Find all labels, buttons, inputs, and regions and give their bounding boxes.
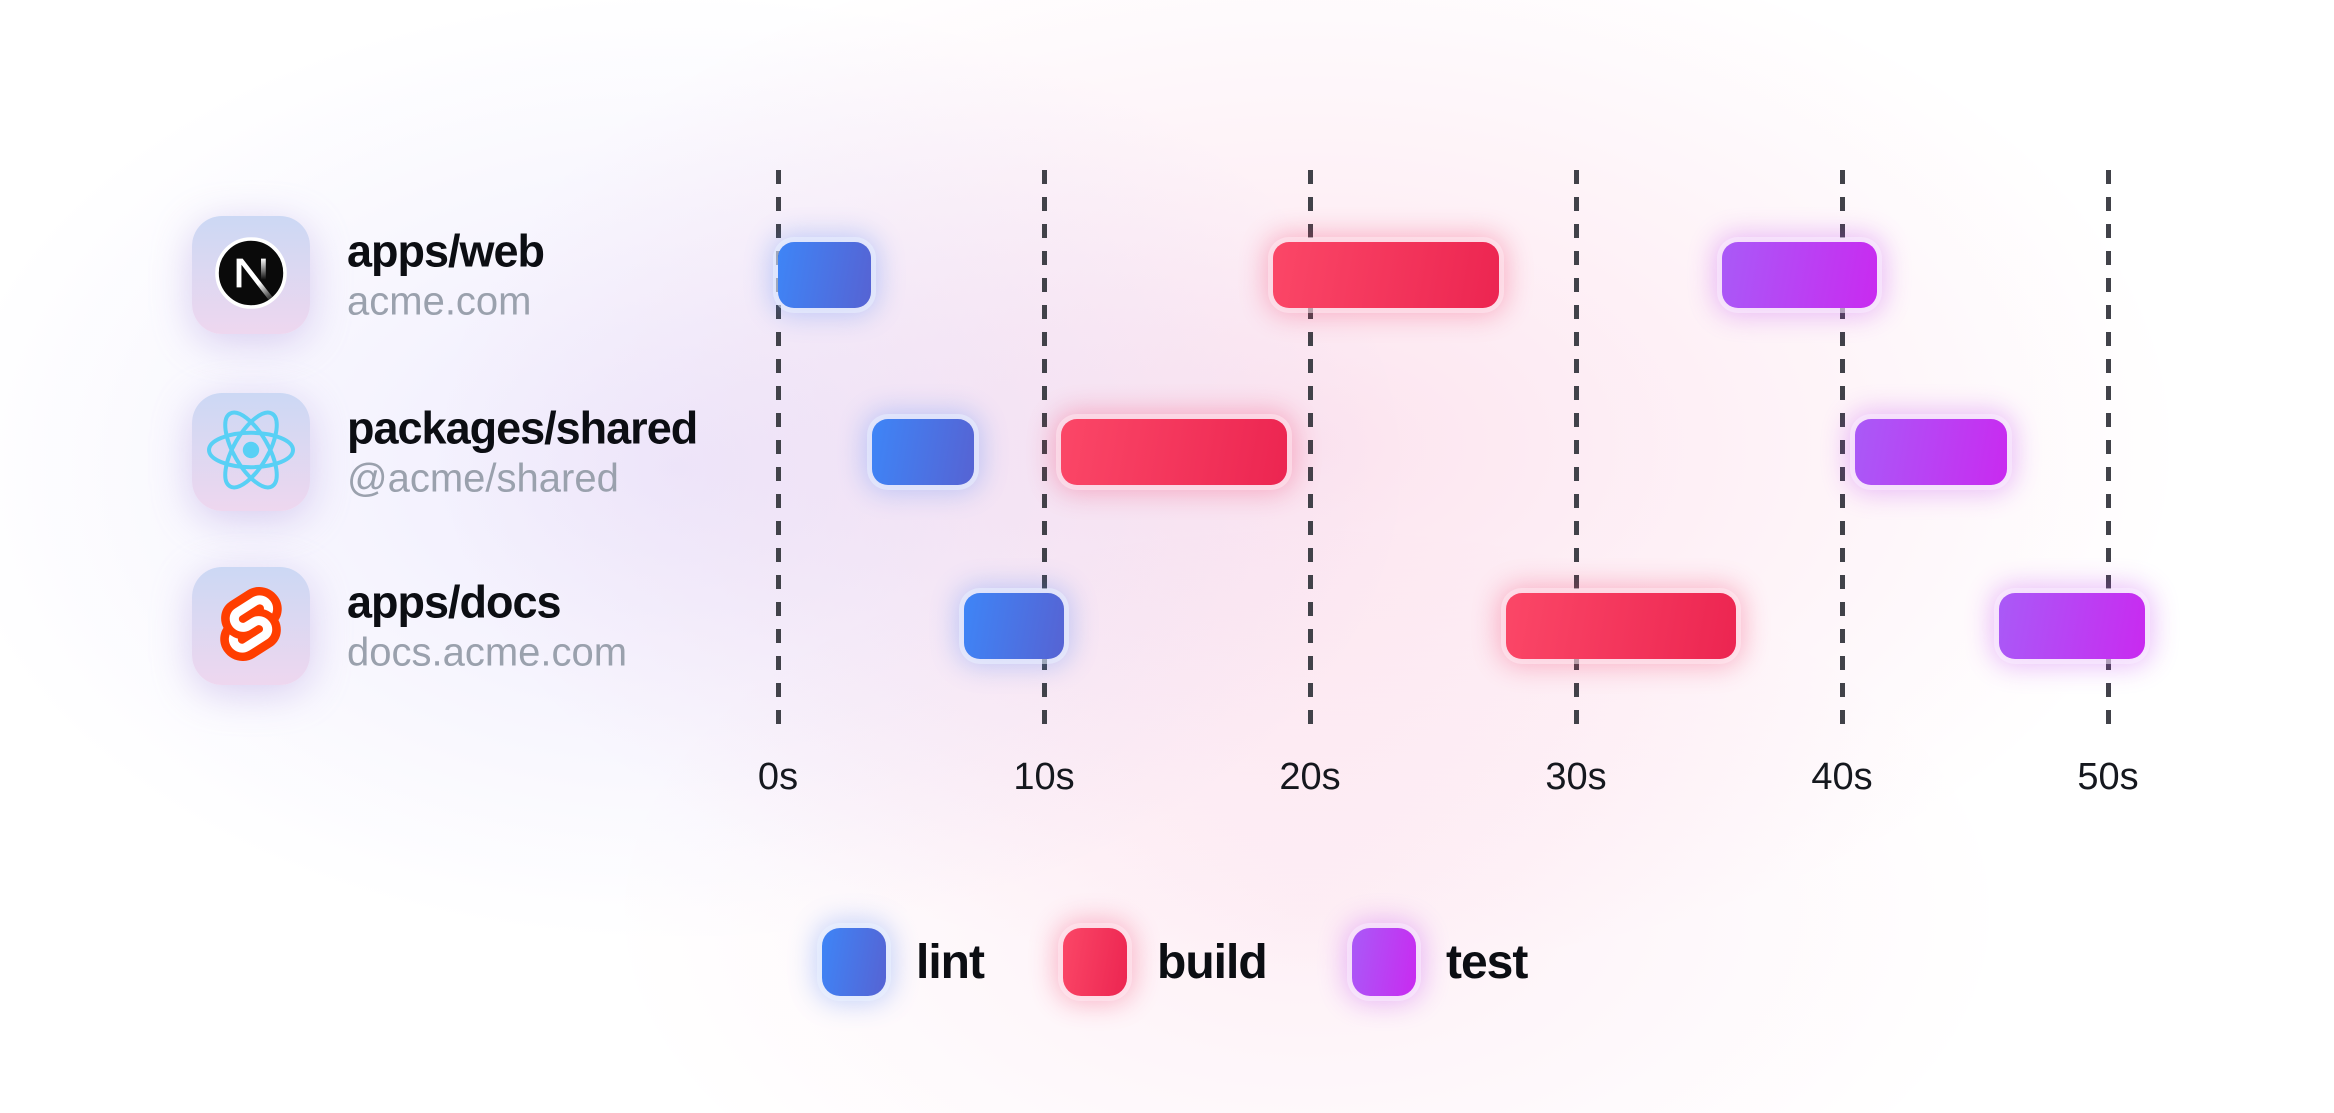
package-title: packages/shared (347, 402, 698, 454)
legend-label-test: test (1446, 935, 1528, 989)
task-bar-build (1061, 419, 1288, 485)
package-label: apps/web acme.com (347, 225, 545, 324)
package-icon-tile (192, 216, 310, 334)
timeline-tick-label: 20s (1279, 756, 1341, 798)
timeline-gridline (775, 170, 781, 732)
legend-swatch-lint (822, 928, 886, 996)
task-bar-lint (964, 593, 1064, 659)
timeline-tick-label: 50s (2077, 756, 2139, 798)
svelte-logo-icon (220, 586, 282, 666)
task-bar-lint (872, 419, 974, 485)
timeline-gridline (1573, 170, 1579, 732)
task-bar-test (1722, 242, 1877, 308)
legend-swatch-test (1352, 928, 1416, 996)
package-subtitle: docs.acme.com (347, 630, 628, 675)
react-logo-icon (205, 408, 297, 497)
package-title: apps/docs (347, 576, 562, 628)
task-bar-lint (778, 242, 872, 308)
package-subtitle: acme.com (347, 279, 532, 324)
package-label: apps/docs docs.acme.com (347, 576, 628, 675)
timeline-gridline (1041, 170, 1047, 732)
task-bar-test (1998, 593, 2146, 659)
package-icon-tile (192, 393, 310, 511)
legend-item-lint: lint (822, 928, 985, 996)
package-title: apps/web (347, 225, 545, 277)
legend-item-build: build (1063, 928, 1268, 996)
timeline-gridline (1839, 170, 1845, 732)
task-bar-build (1505, 593, 1736, 659)
timeline-gridline (2105, 170, 2111, 732)
timeline-tick-label: 40s (1811, 756, 1873, 798)
timeline-tick-label: 30s (1545, 756, 1607, 798)
legend-item-test: test (1352, 928, 1528, 996)
package-subtitle: @acme/shared (347, 456, 619, 501)
nextjs-logo-icon (215, 236, 287, 314)
timeline-gridline (1307, 170, 1313, 732)
task-bar-test (1855, 419, 2007, 485)
task-bar-build (1272, 242, 1499, 308)
legend-label-build: build (1157, 935, 1268, 989)
timeline-tick-label: 0s (757, 756, 799, 798)
legend-label-lint: lint (916, 935, 985, 989)
timeline-tick-label: 10s (1013, 756, 1075, 798)
package-icon-tile (192, 567, 310, 685)
package-label: packages/shared @acme/shared (347, 402, 698, 501)
legend-swatch-build (1063, 928, 1127, 996)
